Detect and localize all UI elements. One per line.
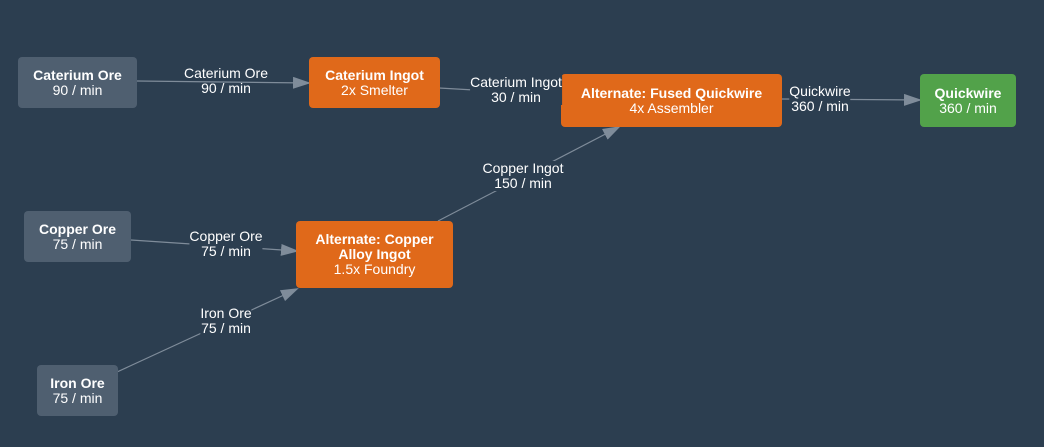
edge-item: Iron Ore — [200, 306, 251, 321]
edge-rate: 75 / min — [189, 244, 262, 259]
edge-label-copper-ingot: Copper Ingot 150 / min — [483, 161, 564, 191]
node-rate: 75 / min — [53, 237, 103, 252]
edge-label-quickwire: Quickwire 360 / min — [789, 84, 850, 114]
node-quickwire[interactable]: Quickwire 360 / min — [920, 74, 1016, 127]
node-machine: 4x Assembler — [629, 101, 713, 116]
node-rate: 90 / min — [53, 83, 103, 98]
edge-rate: 360 / min — [789, 99, 850, 114]
node-title-line1: Alternate: Copper — [315, 232, 433, 247]
edge-label-iron-ore: Iron Ore 75 / min — [200, 306, 251, 336]
edge-item: Copper Ingot — [483, 161, 564, 176]
node-machine: 2x Smelter — [341, 83, 408, 98]
node-copper-ore[interactable]: Copper Ore 75 / min — [24, 211, 131, 262]
node-iron-ore[interactable]: Iron Ore 75 / min — [37, 365, 118, 416]
node-title: Alternate: Fused Quickwire — [581, 86, 762, 101]
node-caterium-ore[interactable]: Caterium Ore 90 / min — [18, 57, 137, 108]
edge-item: Caterium Ingot — [470, 75, 562, 90]
edge-rate: 75 / min — [200, 321, 251, 336]
edge-label-copper-ore: Copper Ore 75 / min — [189, 229, 262, 259]
edge-label-caterium-ore: Caterium Ore 90 / min — [184, 66, 268, 96]
edge-rate: 150 / min — [483, 176, 564, 191]
node-title: Iron Ore — [50, 376, 104, 391]
edge-label-caterium-ingot: Caterium Ingot 30 / min — [470, 75, 562, 105]
edge-item: Quickwire — [789, 84, 850, 99]
edge-item: Copper Ore — [189, 229, 262, 244]
node-title: Caterium Ingot — [325, 68, 424, 83]
edge-item: Caterium Ore — [184, 66, 268, 81]
node-title: Copper Ore — [39, 222, 116, 237]
edge-rate: 30 / min — [470, 90, 562, 105]
node-rate: 75 / min — [53, 391, 103, 406]
node-title: Caterium Ore — [33, 68, 122, 83]
node-title-line2: Alloy Ingot — [338, 247, 410, 262]
node-machine: 1.5x Foundry — [334, 262, 416, 277]
edge-rate: 90 / min — [184, 81, 268, 96]
node-rate: 360 / min — [939, 101, 997, 116]
node-title: Quickwire — [935, 86, 1002, 101]
node-fused-quickwire[interactable]: Alternate: Fused Quickwire 4x Assembler — [561, 74, 782, 127]
node-copper-alloy-ingot[interactable]: Alternate: Copper Alloy Ingot 1.5x Found… — [296, 221, 453, 288]
node-caterium-ingot[interactable]: Caterium Ingot 2x Smelter — [309, 57, 440, 108]
